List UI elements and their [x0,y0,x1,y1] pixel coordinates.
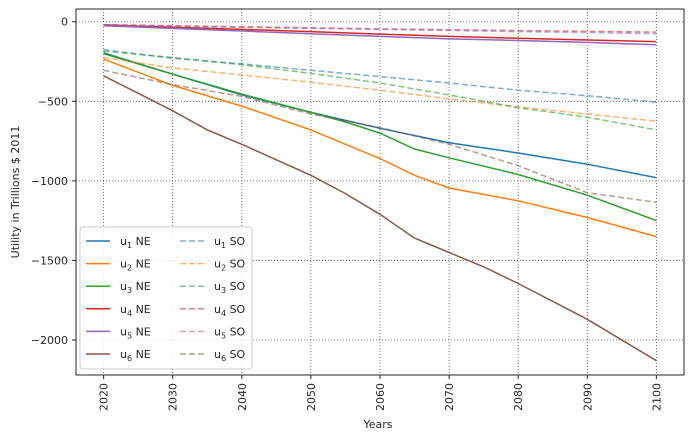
legend-label-7: u1 SO [214,235,246,250]
y-tick-label: −500 [38,95,68,108]
x-tick-label: 2070 [443,383,456,411]
x-tick-label: 2060 [374,383,387,411]
legend-label-subscript: 3 [127,286,132,295]
y-tick-label: −1000 [31,175,68,188]
x-tick-label: 2030 [167,383,180,411]
legend-label-base: u [214,303,221,316]
legend-label-1: u1 NE [120,235,151,250]
legend-label-11: u5 SO [214,325,246,340]
legend-label-suffix: NE [132,303,151,316]
series-line-5 [103,24,657,46]
legend-label-12: u6 SO [214,348,246,363]
legend-label-suffix: SO [226,258,245,271]
legend-label-base: u [214,280,221,293]
legend-label-subscript: 3 [221,286,226,295]
series-layer [103,23,657,362]
legend-label-6: u6 NE [120,348,151,363]
legend-label-9: u3 SO [214,280,246,295]
series-line-12 [103,69,657,204]
y-tick-label: 0 [61,16,68,29]
legend-label-subscript: 4 [127,309,132,318]
legend-label-suffix: NE [132,325,151,338]
legend-label-suffix: NE [132,348,151,361]
legend-label-suffix: NE [132,235,151,248]
series-line-3 [103,52,657,222]
legend-label-4: u4 NE [120,303,151,318]
legend-label-suffix: SO [226,348,245,361]
series-line-6 [103,75,657,362]
legend-label-3: u3 NE [120,280,151,295]
x-tick-label: 2020 [98,383,111,411]
series-line-11 [103,24,657,35]
legend-label-base: u [214,348,221,361]
legend-label-2: u2 NE [120,258,151,273]
legend-label-5: u5 NE [120,325,151,340]
x-axis-label: Years [362,418,392,431]
y-tick-label: −1500 [31,254,68,267]
y-axis-label: Utility in Trillions $ 2011 [9,126,22,259]
legend-label-suffix: NE [132,280,151,293]
legend-label-base: u [120,348,127,361]
x-tick-label: 2100 [650,383,663,411]
legend-label-base: u [214,258,221,271]
legend-label-10: u4 SO [214,303,246,318]
legend-label-base: u [214,235,221,248]
legend-label-base: u [214,325,221,338]
series-line-9 [103,50,657,131]
series-line-2 [103,58,657,238]
legend-label-suffix: SO [226,280,245,293]
legend-label-subscript: 5 [127,331,132,340]
legend-label-suffix: NE [132,258,151,271]
legend-label-base: u [120,280,127,293]
y-tick-label: −2000 [31,334,68,347]
legend-label-suffix: SO [226,325,245,338]
legend-label-subscript: 2 [221,264,226,273]
legend-label-subscript: 4 [221,309,226,318]
series-line-8 [103,56,657,122]
legend-label-subscript: 6 [127,354,132,363]
x-axis-ticks: 2020 2030 2040 2050 2060 2070 2080 2090 2100 [98,375,663,411]
legend-frame [79,226,253,370]
legend-label-base: u [120,235,127,248]
y-axis-ticks: 0 −500 −1000 −1500 −2000 [31,16,76,347]
legend-label-subscript: 6 [221,354,226,363]
x-tick-label: 2090 [581,383,594,411]
legend-label-suffix: SO [226,235,245,248]
series-line-4 [103,24,657,43]
x-tick-label: 2040 [236,383,249,411]
x-tick-label: 2080 [512,383,525,411]
legend-label-subscript: 1 [127,241,132,250]
legend-label-base: u [120,303,127,316]
x-tick-label: 2050 [305,383,318,411]
legend-label-subscript: 5 [221,331,226,340]
legend-label-8: u2 SO [214,258,246,273]
legend-label-subscript: 2 [127,264,132,273]
legend-label-suffix: SO [226,303,245,316]
legend-label-base: u [120,258,127,271]
legend-label-base: u [120,325,127,338]
legend-label-subscript: 1 [221,241,226,250]
